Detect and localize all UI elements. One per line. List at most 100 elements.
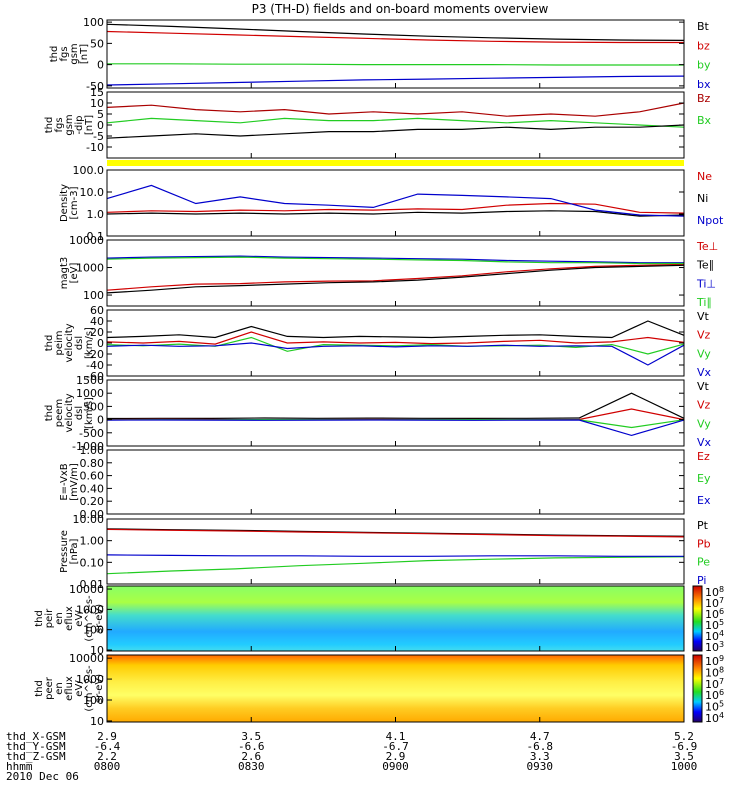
series-line-vx	[106, 342, 685, 366]
footer-value: 1000	[671, 760, 698, 773]
y-tick-label: 60	[90, 304, 104, 317]
y-axis-label: thd	[44, 405, 55, 422]
legend-entry: Vx	[697, 436, 712, 449]
y-tick-label: 10	[90, 97, 104, 110]
y-axis-label: thd	[34, 680, 45, 697]
footer-value: 0900	[382, 760, 409, 773]
legend-entry: Pe	[697, 556, 710, 569]
legend-entry: Bt	[697, 20, 710, 33]
y-tick-label: 100	[83, 289, 104, 302]
y-axis-label: [mV/m]	[69, 463, 80, 501]
y-tick-label: 0.10	[80, 556, 105, 569]
y-axis-label: [nPa]	[69, 538, 80, 564]
footer-value: -6.8	[527, 740, 554, 753]
y-tick-label: 1.00	[80, 444, 105, 457]
y-axis-label: thd	[49, 46, 60, 63]
spectrogram	[107, 586, 684, 651]
y-tick-label: 100.0	[73, 164, 105, 177]
chart-title: P3 (TH-D) fields and on-board moments ov…	[252, 2, 549, 16]
legend-entry: bx	[697, 78, 711, 91]
legend-entry: bz	[697, 39, 710, 52]
y-axis-label: eV/	[74, 680, 85, 697]
series-line-bz	[106, 102, 685, 117]
y-tick-label: 10000	[69, 652, 104, 665]
legend-entry: Bx	[697, 114, 712, 127]
footer-value: 3.5	[674, 750, 694, 763]
panel-p6: thd peem velocity dsl [km/s] 150010005000-500…	[44, 374, 712, 453]
panel-p1: thd fgs gsm [nT] 100 50 0 -50 Bt bz by bx	[49, 16, 711, 93]
legend-entry: Ey	[697, 472, 711, 485]
plot-frame	[106, 19, 685, 89]
footer-value: -6.7	[382, 740, 409, 753]
status-bar	[107, 160, 684, 166]
y-tick-label: 0	[97, 119, 104, 132]
footer-value: 2.9	[386, 750, 406, 763]
panel-p4: magt3 [eV] 10000 1000 100 Te⊥ Te∥ Ti⊥ Ti∥	[59, 234, 718, 309]
y-tick-label: 1.00	[80, 535, 105, 548]
y-tick-label: 10	[90, 644, 104, 657]
footer-date: 2010 Dec 06	[6, 770, 79, 783]
y-axis-label: [eV]	[69, 263, 80, 284]
y-axis-label: (cm^2-s-	[84, 665, 95, 712]
series-line-vt	[106, 392, 685, 420]
y-axis-label: sr-eV)	[94, 674, 105, 703]
footer-value: 3.3	[530, 750, 550, 763]
y-axis-label: eflux	[64, 606, 75, 631]
y-axis-label: thd	[44, 335, 55, 352]
y-tick-label: -1000	[72, 440, 104, 453]
y-tick-label: -20	[86, 348, 104, 361]
legend-entry: Ni	[697, 192, 708, 205]
y-tick-label: 100	[83, 16, 104, 29]
footer-value: 4.7	[530, 730, 550, 743]
y-tick-label: 0.00	[80, 508, 105, 521]
panel-p7: E=-VxB [mV/m]1.000.800.600.400.200.00 Ez Ey…	[59, 444, 711, 521]
footer-value: 0930	[527, 760, 554, 773]
y-axis-label: magt3	[59, 257, 70, 290]
legend-entry: Te∥	[696, 259, 714, 272]
y-tick-label: 0	[97, 337, 104, 350]
y-tick-label: 0	[97, 414, 104, 427]
y-axis-label: fgs	[54, 117, 65, 132]
y-axis-label: [cm-3]	[69, 186, 80, 219]
plot-frame	[106, 449, 685, 515]
legend-entry: Pt	[697, 519, 709, 532]
panel-p9: thd peir en eflux eV/(cm^2-s-sr-eV)108107106…	[34, 583, 724, 657]
y-tick-label: 1000	[76, 262, 104, 275]
footer-row-label: thd_Y-GSM	[6, 740, 66, 753]
y-axis-label: thd	[34, 610, 45, 627]
colorbar	[692, 585, 703, 652]
y-axis-label: dsl	[74, 406, 85, 420]
series-line-bt	[106, 23, 685, 41]
footer-value: 3.5	[241, 730, 261, 743]
y-tick-label: 100	[83, 694, 104, 707]
series-line-trace	[106, 124, 685, 139]
footer-row-label: thd_X-GSM	[6, 730, 66, 743]
y-axis-label: peer	[44, 676, 55, 700]
series-line-by	[107, 63, 684, 66]
series-line-vx	[106, 419, 685, 437]
y-axis-label: [nT]	[84, 115, 95, 135]
y-tick-label: -40	[86, 359, 104, 372]
y-axis-label: en	[54, 682, 65, 695]
series-line-bz	[106, 30, 684, 44]
legend-entry: Bz	[697, 92, 711, 105]
plot-frame	[106, 91, 685, 159]
legend-entry: Vt	[697, 310, 710, 323]
footer-value: 4.1	[386, 730, 406, 743]
legend-entry: Te⊥	[696, 240, 718, 253]
y-tick-label: 10000	[69, 583, 104, 596]
y-axis-label: (cm^2-s-	[84, 595, 95, 642]
footer-value: 0800	[94, 760, 121, 773]
footer-value: -6.4	[94, 740, 121, 753]
plot-frame	[106, 518, 685, 585]
y-axis-label: [km/s]	[84, 327, 95, 359]
legend-entry: Pb	[697, 537, 711, 550]
y-tick-label: 1500	[76, 374, 104, 387]
panel-p8: Pressure [nPa] 10.00 1.00 0.10 0.01 Pt Pb Pe Pi	[59, 513, 711, 591]
y-axis-label: [nT]	[79, 44, 90, 64]
y-axis-label: peem	[54, 399, 65, 427]
legend-entry: Pi	[697, 574, 706, 587]
y-tick-label: 0.20	[80, 495, 105, 508]
y-tick-label: 5	[97, 108, 104, 121]
